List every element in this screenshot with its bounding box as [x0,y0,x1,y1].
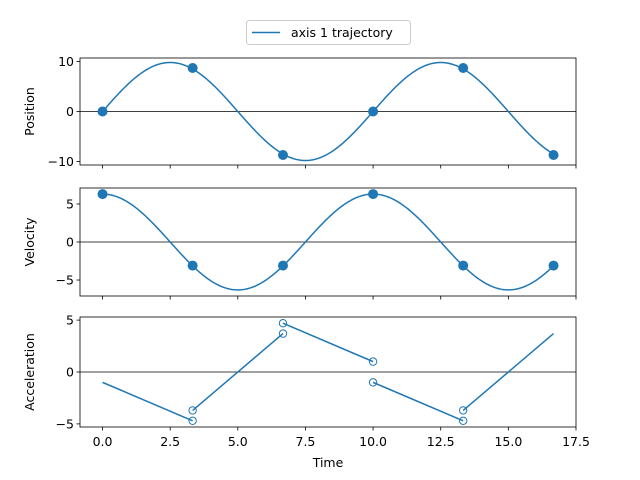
data-point [458,260,469,271]
data-point [278,329,288,338]
series-line-position [101,61,554,162]
xtick-label: 2.5 [160,434,180,449]
series-line-velocity [102,193,555,291]
data-point [548,150,559,160]
data-point [368,357,378,366]
subplot-2: 5 0 −5 Velocity [22,187,577,300]
xtick-label: 15.0 [494,434,522,449]
data-point [368,106,379,117]
ytick-label: 0 [66,365,74,380]
legend: axis 1 trajectory [246,20,411,45]
xtick-label: 5.0 [228,434,248,449]
xtick-label: 10.0 [359,434,387,449]
series-segment [462,333,555,411]
xtick-label: 12.5 [427,434,455,449]
xtick-label: 17.5 [562,434,590,449]
xtick-label: 0.0 [93,434,113,449]
data-point [187,63,198,73]
ylabel-position: Position [22,87,37,136]
subplot-3: 5 0 −5 Acceleration [22,313,577,431]
data-point [188,416,197,425]
series-segment [282,322,374,363]
data-point [277,150,288,160]
subplot-1: 10 0 −10 Position [22,54,577,169]
ytick-label: 5 [66,196,74,211]
data-point [278,319,288,328]
data-point [188,406,197,415]
data-point [368,189,379,200]
data-point [548,260,559,271]
data-point [458,63,469,73]
ytick-label: 5 [66,313,74,328]
data-point [97,189,108,200]
series-segment [102,381,193,422]
legend-label: axis 1 trajectory [291,25,393,40]
ytick-label: 0 [66,235,74,250]
ytick-label: 10 [58,54,74,69]
series-segment [192,333,284,411]
xlabel-time: Time [312,455,344,470]
ylabel-acceleration: Acceleration [22,333,37,411]
data-point [187,260,198,271]
ytick-label: −5 [56,273,74,288]
ytick-label: −10 [48,154,74,169]
ylabel-velocity: Velocity [22,217,37,267]
ytick-label: 0 [66,104,74,119]
data-point [458,406,468,415]
ytick-label: −5 [56,416,74,431]
xtick-label: 7.5 [296,434,316,449]
legend-box [246,20,411,45]
data-point [458,416,468,425]
series-segment [372,381,464,422]
data-point [277,260,288,271]
data-point [97,106,108,117]
data-point [368,378,378,387]
